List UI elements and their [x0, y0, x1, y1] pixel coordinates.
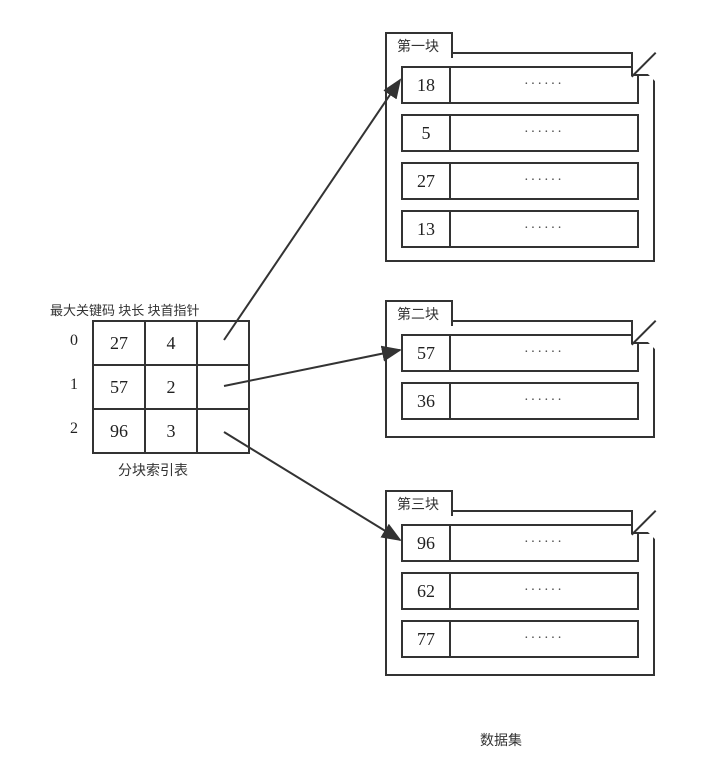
diagram-root: 最大关键码 块长 块首指针 0 1 2 27 4 57 2 96 3 分块索引表… [0, 0, 702, 760]
record-key: 18 [403, 68, 451, 102]
record-rest: ······ [451, 622, 637, 656]
index-cell-maxkey: 27 [93, 321, 145, 365]
record-key: 96 [403, 526, 451, 560]
block-tab: 第一块 [385, 32, 453, 58]
index-table: 27 4 57 2 96 3 [92, 320, 250, 454]
index-row: 57 2 [93, 365, 249, 409]
record: 62······ [401, 572, 639, 610]
record-key: 27 [403, 164, 451, 198]
block: 第三块96······62······77······ [385, 510, 655, 676]
index-cell-len: 4 [145, 321, 197, 365]
record-rest: ······ [451, 116, 637, 150]
block-tab: 第二块 [385, 300, 453, 326]
index-cell-ptr [197, 365, 249, 409]
record: 5······ [401, 114, 639, 152]
block-tab: 第三块 [385, 490, 453, 516]
records: 96······62······77······ [387, 512, 653, 670]
index-cell-ptr [197, 321, 249, 365]
record-key: 62 [403, 574, 451, 608]
record-rest: ······ [451, 68, 637, 102]
record: 18······ [401, 66, 639, 104]
index-cell-maxkey: 96 [93, 409, 145, 453]
record: 36······ [401, 382, 639, 420]
index-caption: 分块索引表 [118, 460, 188, 480]
record: 77······ [401, 620, 639, 658]
index-row: 96 3 [93, 409, 249, 453]
index-cell-len: 3 [145, 409, 197, 453]
block: 第一块18······5······27······13······ [385, 52, 655, 262]
record-rest: ······ [451, 384, 637, 418]
index-row-label-0: 0 [70, 332, 78, 350]
index-cell-len: 2 [145, 365, 197, 409]
arrow-line [224, 80, 400, 340]
record: 27······ [401, 162, 639, 200]
dataset-caption: 数据集 [480, 730, 522, 750]
index-row-label-2: 2 [70, 420, 78, 438]
index-row-label-1: 1 [70, 376, 78, 394]
block: 第二块57······36······ [385, 320, 655, 438]
arrow-line [224, 350, 400, 386]
records: 57······36······ [387, 322, 653, 432]
record: 13······ [401, 210, 639, 248]
record-rest: ······ [451, 526, 637, 560]
record-rest: ······ [451, 212, 637, 246]
record-key: 57 [403, 336, 451, 370]
record-rest: ······ [451, 164, 637, 198]
arrow-line [224, 432, 400, 540]
index-cell-ptr [197, 409, 249, 453]
record-key: 5 [403, 116, 451, 150]
record-key: 13 [403, 212, 451, 246]
records: 18······5······27······13······ [387, 54, 653, 260]
index-cell-maxkey: 57 [93, 365, 145, 409]
index-header-label: 最大关键码 块长 块首指针 [50, 300, 200, 319]
record-key: 77 [403, 622, 451, 656]
record-rest: ······ [451, 336, 637, 370]
record: 96······ [401, 524, 639, 562]
record-rest: ······ [451, 574, 637, 608]
index-row: 27 4 [93, 321, 249, 365]
record: 57······ [401, 334, 639, 372]
record-key: 36 [403, 384, 451, 418]
